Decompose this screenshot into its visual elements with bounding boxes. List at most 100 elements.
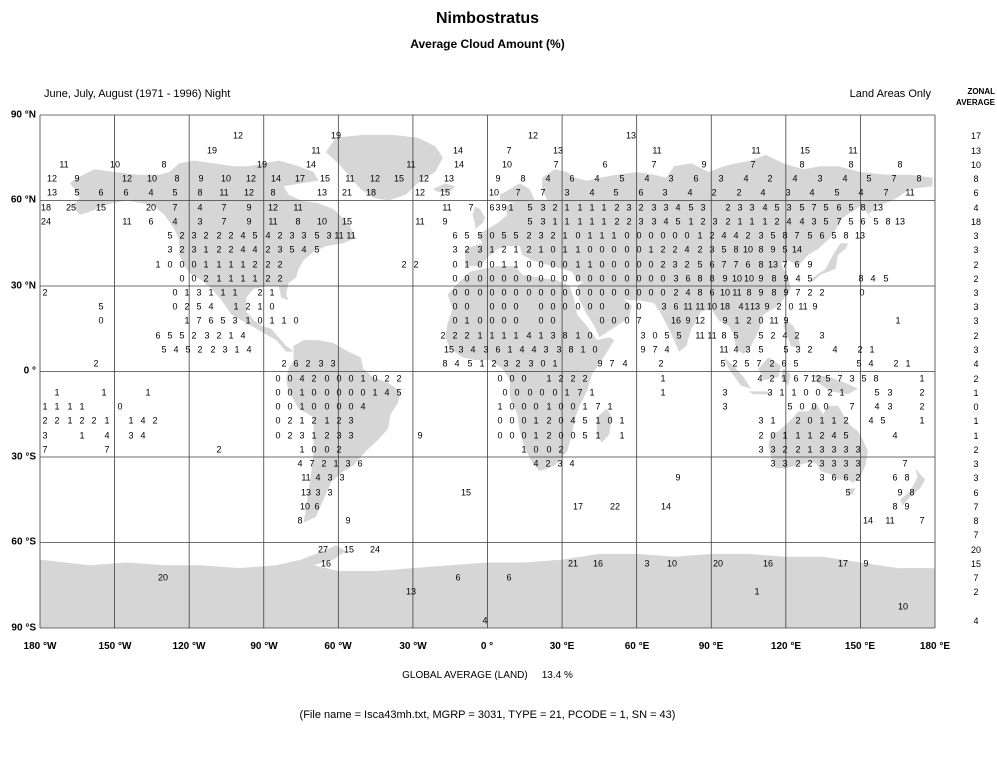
grid-cloud-value: 1 (233, 301, 239, 312)
grid-cloud-value: 10 (719, 287, 731, 298)
grid-cloud-value: 3 (222, 344, 228, 355)
grid-cloud-value: 15 (799, 145, 811, 156)
grid-cloud-value: 1 (575, 244, 581, 255)
grid-cloud-value: 0 (269, 301, 275, 312)
grid-cloud-value: 0 (550, 244, 556, 255)
grid-cloud-value: 1 (807, 430, 813, 441)
grid-cloud-value: 14 (270, 173, 282, 184)
grid-cloud-value: 6 (98, 187, 104, 198)
grid-cloud-value: 7 (902, 458, 908, 469)
grid-cloud-value: 9 (764, 301, 770, 312)
zonal-average-value: 3 (973, 288, 979, 298)
grid-cloud-value: 2 (770, 330, 776, 341)
grid-cloud-value: 0 (452, 287, 458, 298)
grid-cloud-value: 19 (256, 159, 268, 170)
grid-cloud-value: 6 (293, 358, 299, 369)
grid-cloud-value: 8 (520, 173, 526, 184)
grid-cloud-value: 7 (221, 202, 227, 213)
grid-cloud-value: 0 (287, 401, 293, 412)
latitude-tick-label: 90 °N (10, 109, 36, 121)
grid-cloud-value: 8 (885, 216, 891, 227)
grid-cloud-value: 2 (401, 259, 407, 270)
grid-cloud-value: 7 (919, 515, 925, 526)
grid-cloud-value: 8 (858, 273, 864, 284)
grid-cloud-value: 4 (172, 216, 178, 227)
grid-cloud-value: 5 (314, 230, 320, 241)
grid-cloud-value: 1 (795, 430, 801, 441)
zonal-average-value: 3 (973, 231, 979, 241)
grid-cloud-value: 4 (140, 430, 146, 441)
grid-cloud-value: 2 (216, 330, 222, 341)
grid-cloud-value: 7 (883, 187, 889, 198)
grid-cloud-value: 3 (458, 344, 464, 355)
grid-cloud-value: 1 (564, 202, 570, 213)
grid-cloud-value: 7 (515, 187, 521, 198)
grid-cloud-value: 3 (336, 430, 342, 441)
grid-cloud-value: 1 (232, 287, 238, 298)
grid-cloud-value: 9 (807, 259, 813, 270)
grid-cloud-value: 4 (360, 401, 366, 412)
grid-cloud-value: 1 (501, 330, 507, 341)
grid-cloud-value: 0 (348, 401, 354, 412)
grid-cloud-value: 5 (527, 216, 533, 227)
grid-cloud-value: 3 (770, 444, 776, 455)
grid-cloud-value: 7 (849, 401, 855, 412)
grid-cloud-value: 3 (831, 444, 837, 455)
grid-cloud-value: 4 (454, 358, 460, 369)
grid-cloud-value: 1 (299, 401, 305, 412)
grid-cloud-value: 4 (870, 273, 876, 284)
continent-shape (813, 374, 858, 395)
grid-cloud-value: 4 (644, 173, 650, 184)
grid-cloud-value: 0 (464, 273, 470, 284)
grid-cloud-value: 0 (587, 244, 593, 255)
grid-cloud-value: 9 (345, 515, 351, 526)
grid-cloud-value: 8 (697, 273, 703, 284)
grid-cloud-value: 11 (683, 301, 693, 312)
grid-cloud-value: 5 (807, 273, 813, 284)
grid-cloud-value: 0 (859, 287, 865, 298)
grid-cloud-value: 1 (203, 259, 209, 270)
grid-cloud-value: 2 (197, 344, 203, 355)
grid-cloud-value: 0 (799, 401, 805, 412)
grid-cloud-value: 9 (770, 244, 776, 255)
grid-cloud-value: 5 (848, 202, 854, 213)
grid-cloud-value: 1 (145, 387, 151, 398)
grid-cloud-value: 3 (700, 202, 706, 213)
grid-cloud-value: 2 (281, 358, 287, 369)
grid-cloud-value: 2 (257, 287, 263, 298)
grid-cloud-value: 4 (868, 415, 874, 426)
grid-cloud-value: 5 (527, 202, 533, 213)
grid-cloud-value: 1 (42, 401, 48, 412)
grid-cloud-value: 2 (919, 401, 925, 412)
grid-cloud-value: 12 (810, 373, 822, 384)
grid-cloud-value: 2 (626, 216, 632, 227)
grid-cloud-value: 5 (619, 173, 625, 184)
grid-cloud-value: 8 (297, 515, 303, 526)
grid-cloud-value: 0 (575, 301, 581, 312)
grid-cloud-value: 8 (848, 159, 854, 170)
longitude-tick-label: 30 °E (549, 641, 575, 652)
grid-cloud-value: 4 (721, 230, 727, 241)
grid-cloud-value: 2 (277, 259, 283, 270)
zonal-average-value: 4 (973, 616, 979, 626)
grid-cloud-value: 3 (318, 358, 324, 369)
grid-cloud-value: 2 (515, 358, 521, 369)
grid-cloud-value: 3 (722, 387, 728, 398)
grid-cloud-value: 1 (464, 259, 470, 270)
grid-cloud-value: 2 (464, 330, 470, 341)
grid-cloud-value: 7 (811, 202, 817, 213)
grid-cloud-value: 0 (526, 273, 532, 284)
grid-cloud-value: 12 (527, 130, 539, 141)
longitude-tick-label: 150 °W (98, 641, 132, 652)
longitude-tick-label: 150 °E (844, 641, 876, 652)
grid-cloud-value: 3 (528, 358, 534, 369)
longitude-tick-label: 120 °W (172, 641, 206, 652)
grid-cloud-value: 2 (277, 273, 283, 284)
grid-cloud-value: 3 (819, 330, 825, 341)
grid-cloud-value: 1 (299, 415, 305, 426)
grid-cloud-value: 12 (369, 173, 381, 184)
grid-cloud-value: 2 (440, 330, 446, 341)
grid-cloud-value: 0 (502, 387, 508, 398)
grid-cloud-value: 8 (174, 173, 180, 184)
grid-cloud-value: 3 (849, 373, 855, 384)
